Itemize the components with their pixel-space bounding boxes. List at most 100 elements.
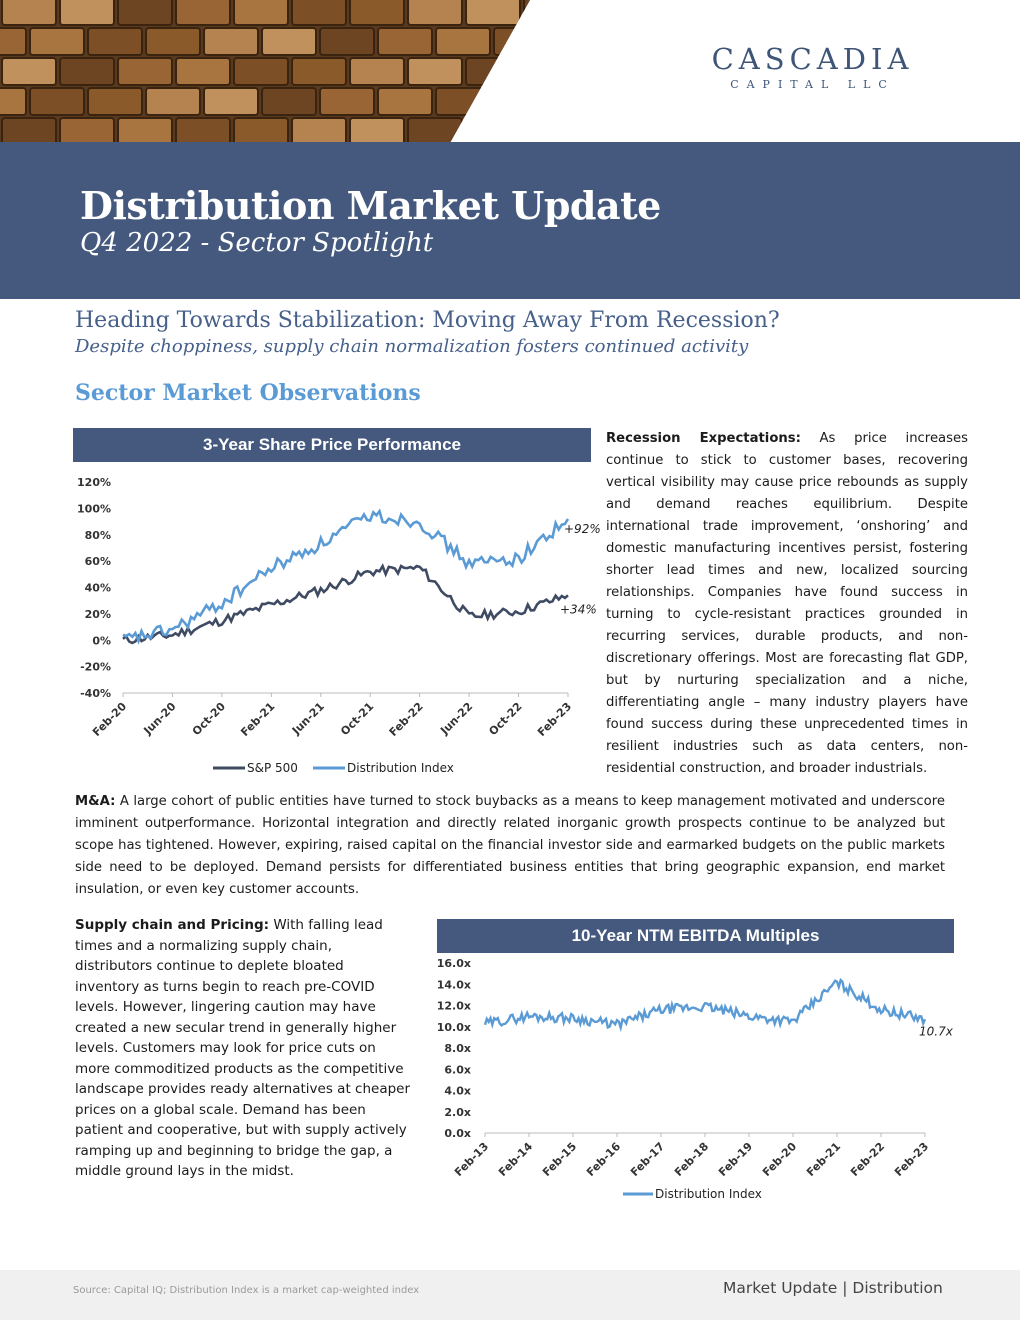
page-title: Distribution Market Update (80, 183, 661, 228)
lumber-board (175, 117, 231, 142)
x-tick-label: Feb-17 (628, 1140, 667, 1179)
brand-logo-subtitle: CAPITAL LLC (730, 78, 895, 91)
lumber-board (349, 0, 405, 26)
x-tick-label: Jun-22 (437, 700, 475, 738)
legend-label-distribution: Distribution Index (655, 1187, 762, 1201)
lumber-board (319, 87, 375, 116)
lumber-board (175, 0, 231, 26)
y-tick-label: 120% (77, 476, 111, 489)
page-subtitle: Q4 2022 - Sector Spotlight (80, 228, 434, 258)
lumber-board (349, 117, 405, 142)
series-line-distribution (483, 977, 927, 1033)
lumber-board (59, 117, 115, 142)
lumber-board (349, 57, 405, 86)
x-tick-label: Feb-22 (387, 700, 426, 739)
lumber-board (291, 117, 347, 142)
lumber-board (291, 0, 347, 26)
y-tick-label: 0.0x (444, 1127, 471, 1140)
x-tick-label: Feb-20 (760, 1140, 799, 1179)
lumber-board (407, 57, 463, 86)
lumber-board (59, 57, 115, 86)
legend-label-sp500: S&P 500 (247, 761, 298, 775)
x-tick-label: Feb-16 (584, 1140, 623, 1179)
lumber-stack-image (0, 0, 530, 142)
x-tick-label: Oct-21 (338, 700, 376, 738)
ma-text: A large cohort of public entities have t… (75, 794, 945, 897)
lumber-photo (0, 0, 530, 142)
lumber-board (523, 117, 530, 142)
x-tick-label: Jun-21 (289, 700, 327, 738)
lumber-board (175, 57, 231, 86)
supply-paragraph: Supply chain and Pricing: With falling l… (75, 915, 412, 1182)
x-tick-label: Feb-13 (452, 1140, 491, 1179)
lumber-board (523, 57, 530, 86)
lumber-board (29, 27, 85, 56)
y-tick-label: 12.0x (437, 1000, 471, 1013)
lumber-board (233, 57, 289, 86)
y-tick-label: 10.0x (437, 1021, 471, 1034)
lumber-board (203, 27, 259, 56)
lumber-board (435, 87, 491, 116)
x-tick-label: Feb-15 (540, 1140, 579, 1179)
x-tick-label: Feb-19 (716, 1140, 755, 1179)
lumber-board (407, 0, 463, 26)
lumber-board (233, 0, 289, 26)
lumber-board (233, 117, 289, 142)
lumber-board (145, 87, 201, 116)
y-tick-label: 0% (92, 634, 111, 647)
title-banner (0, 142, 1020, 299)
lumber-board (87, 87, 143, 116)
lumber-board (493, 27, 530, 56)
x-tick-label: Feb-18 (672, 1140, 711, 1179)
y-tick-label: 6.0x (444, 1063, 471, 1076)
lumber-board (0, 87, 27, 116)
recession-paragraph: Recession Expectations: As price increas… (606, 428, 968, 780)
legend-label-distribution: Distribution Index (347, 761, 454, 775)
ebitda-multiples-chart: 16.0x 14.0x 12.0x 10.0x 8.0x 6.0x 4.0x 2.0x 0.0x… (437, 957, 954, 1201)
lumber-board (465, 0, 521, 26)
ma-label: M&A: (75, 794, 116, 809)
lumber-board (203, 87, 259, 116)
source-note: Source: Capital IQ; Distribution Index i… (73, 1285, 420, 1296)
lumber-board (29, 87, 85, 116)
series-line-distribution (122, 508, 570, 645)
subheadline: Despite choppiness, supply chain normali… (75, 336, 749, 357)
y-tick-label: 40% (85, 582, 111, 595)
y-tick-label: 4.0x (444, 1085, 471, 1098)
x-tick-label: Feb-23 (892, 1140, 931, 1179)
y-tick-label: 20% (85, 608, 111, 621)
lumber-board (87, 27, 143, 56)
y-tick-label: 80% (85, 529, 111, 542)
supply-label: Supply chain and Pricing: (75, 917, 270, 933)
y-tick-label: 60% (85, 555, 111, 568)
recession-text: As price increases continue to stick to … (606, 431, 968, 776)
headline: Heading Towards Stabilization: Moving Aw… (75, 308, 780, 333)
lumber-board (319, 27, 375, 56)
ma-paragraph: M&A: A large cohort of public entities h… (75, 791, 945, 901)
lumber-board (1, 57, 57, 86)
annotation-distribution: +92% (564, 522, 601, 536)
lumber-board (1, 117, 57, 142)
lumber-board (523, 0, 530, 26)
y-tick-label: 16.0x (437, 957, 471, 970)
lumber-board (493, 87, 530, 116)
lumber-board (0, 27, 27, 56)
lumber-board (465, 57, 521, 86)
x-tick-label: Oct-22 (486, 700, 524, 738)
x-tick-label: Feb-21 (238, 700, 277, 739)
annotation-sp500: +34% (560, 602, 597, 616)
series-line-sp500 (122, 563, 569, 645)
annotation-ebitda: 10.7x (919, 1024, 954, 1038)
recession-label: Recession Expectations: (606, 431, 801, 446)
lumber-board (407, 117, 463, 142)
lumber-board (117, 117, 173, 142)
lumber-board (435, 27, 491, 56)
lumber-board (117, 57, 173, 86)
footer-label: Market Update | Distribution (723, 1279, 943, 1297)
lumber-board (261, 87, 317, 116)
lumber-board (1, 0, 57, 26)
section-title: Sector Market Observations (75, 380, 421, 406)
chart1-title: 3-Year Share Price Performance (73, 428, 591, 462)
lumber-board (377, 27, 433, 56)
lumber-board (261, 27, 317, 56)
